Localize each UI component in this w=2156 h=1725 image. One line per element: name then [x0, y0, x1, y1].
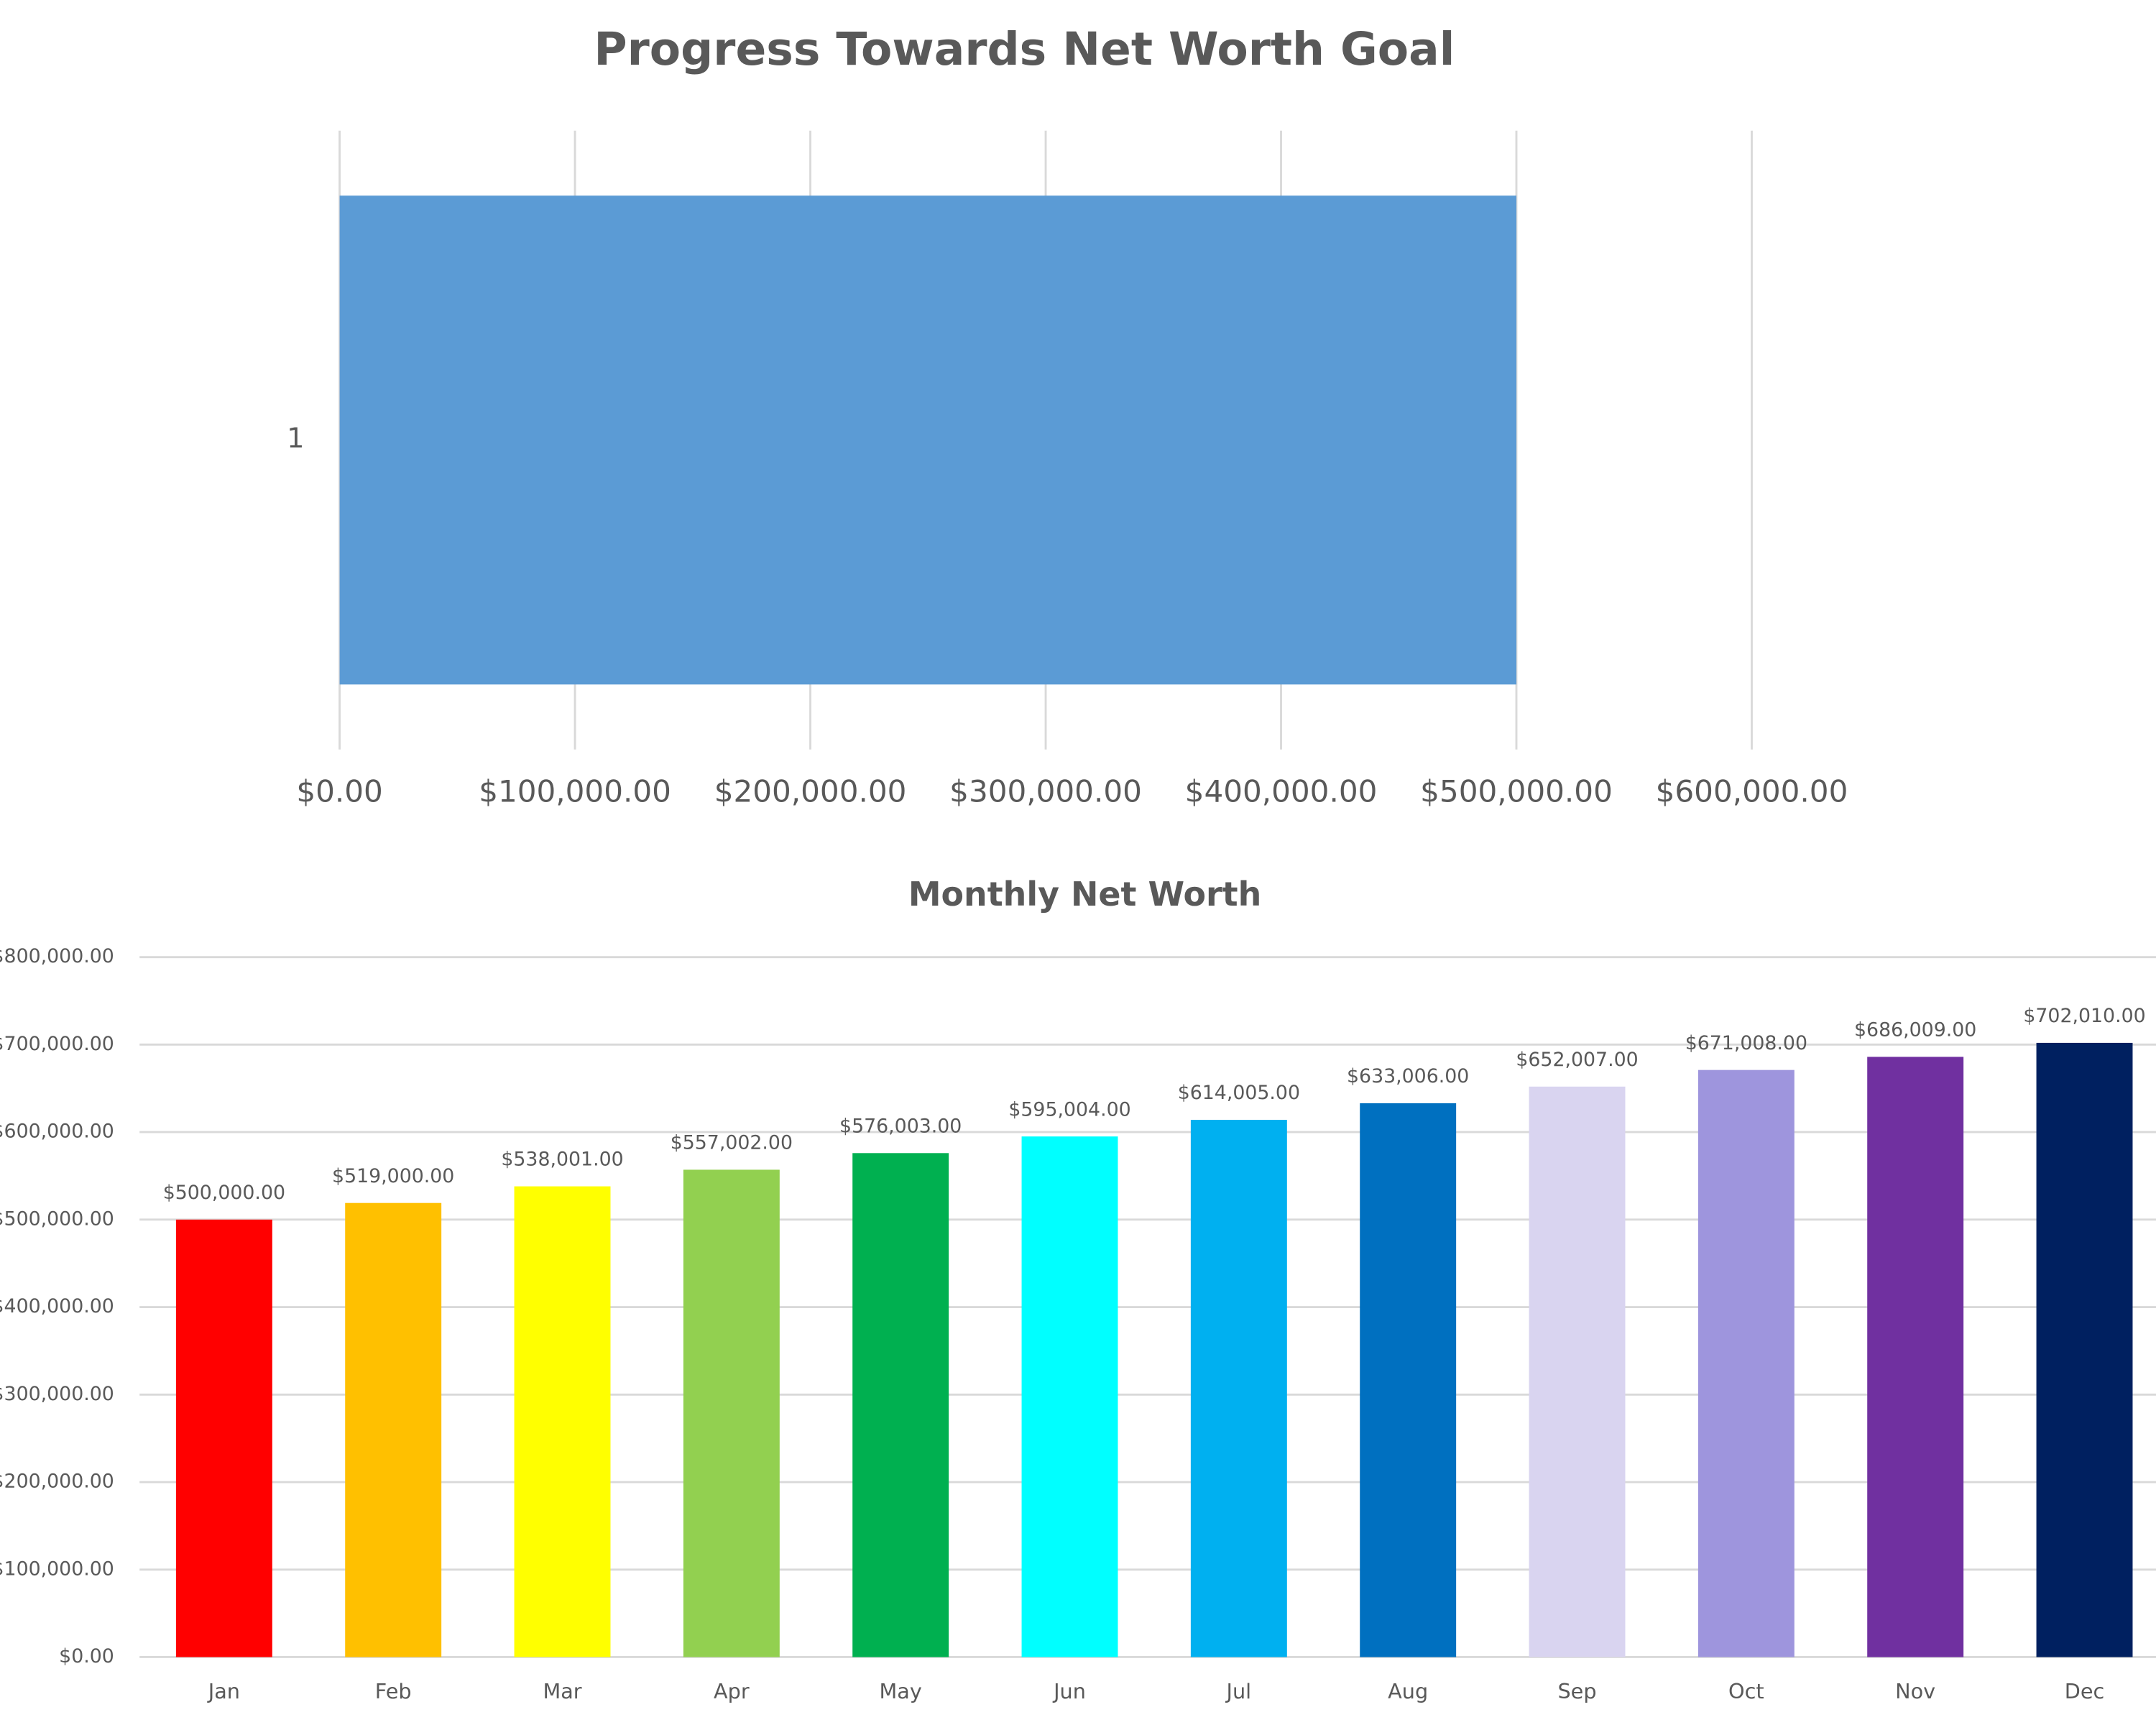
bar — [345, 1202, 442, 1657]
x-tick-label: $400,000.00 — [1185, 773, 1378, 809]
x-tick-label: $500,000.00 — [1420, 773, 1613, 809]
y-tick-label: $500,000.00 — [0, 1208, 114, 1230]
bar — [1867, 1057, 1964, 1657]
data-label: $595,004.00 — [1008, 1098, 1130, 1121]
y-tick-label: $600,000.00 — [0, 1121, 114, 1143]
bar — [175, 1219, 272, 1657]
data-label: $652,007.00 — [1516, 1049, 1638, 1071]
bar — [1190, 1120, 1287, 1657]
data-label: $702,010.00 — [2023, 1005, 2145, 1027]
x-tick-label: Mar — [543, 1679, 581, 1703]
data-label: $686,009.00 — [1854, 1019, 1976, 1041]
bar — [1697, 1070, 1795, 1657]
data-label: $633,006.00 — [1347, 1065, 1469, 1087]
data-label: $557,002.00 — [671, 1132, 793, 1154]
x-tick-label: Aug — [1388, 1679, 1428, 1703]
x-tick-label: Jul — [1225, 1679, 1252, 1703]
x-tick-label: $600,000.00 — [1656, 773, 1848, 809]
y-tick-label: $800,000.00 — [0, 945, 114, 967]
x-tick-label: $100,000.00 — [479, 773, 671, 809]
x-tick-label: Nov — [1895, 1679, 1935, 1703]
data-label: $500,000.00 — [163, 1182, 285, 1204]
data-label: $576,003.00 — [839, 1115, 962, 1137]
x-tick-label: Sep — [1557, 1679, 1596, 1703]
x-tick-label: $300,000.00 — [949, 773, 1142, 809]
bar — [2036, 1042, 2133, 1657]
data-label: $614,005.00 — [1178, 1082, 1300, 1104]
data-label: $671,008.00 — [1685, 1032, 1807, 1054]
x-tick-label: Dec — [2065, 1679, 2105, 1703]
x-tick-label: Jun — [1052, 1679, 1086, 1703]
bar — [1021, 1136, 1118, 1657]
x-tick-label: $200,000.00 — [714, 773, 907, 809]
y-tick-label: 1 — [287, 423, 304, 455]
x-tick-label: $0.00 — [296, 773, 382, 809]
x-tick-label: Apr — [714, 1679, 750, 1703]
bar — [1360, 1103, 1457, 1657]
bar — [1529, 1086, 1626, 1657]
bar — [683, 1169, 780, 1657]
x-tick-label: Oct — [1728, 1679, 1764, 1703]
chart-title: Progress Towards Net Worth Goal — [594, 22, 1455, 75]
bar — [514, 1186, 611, 1657]
data-label: $519,000.00 — [332, 1165, 454, 1187]
y-tick-label: $0.00 — [59, 1645, 114, 1668]
y-tick-label: $300,000.00 — [0, 1383, 114, 1405]
x-tick-label: Feb — [375, 1679, 412, 1703]
y-tick-label: $200,000.00 — [0, 1471, 114, 1493]
data-label: $538,001.00 — [501, 1149, 623, 1171]
bar — [339, 196, 1517, 685]
x-tick-label: Jan — [207, 1679, 240, 1703]
y-tick-label: $400,000.00 — [0, 1295, 114, 1317]
y-tick-label: $100,000.00 — [0, 1558, 114, 1580]
bar — [852, 1153, 949, 1657]
y-tick-label: $700,000.00 — [0, 1033, 114, 1055]
chart-title: Monthly Net Worth — [908, 875, 1261, 914]
x-tick-label: May — [880, 1679, 922, 1703]
